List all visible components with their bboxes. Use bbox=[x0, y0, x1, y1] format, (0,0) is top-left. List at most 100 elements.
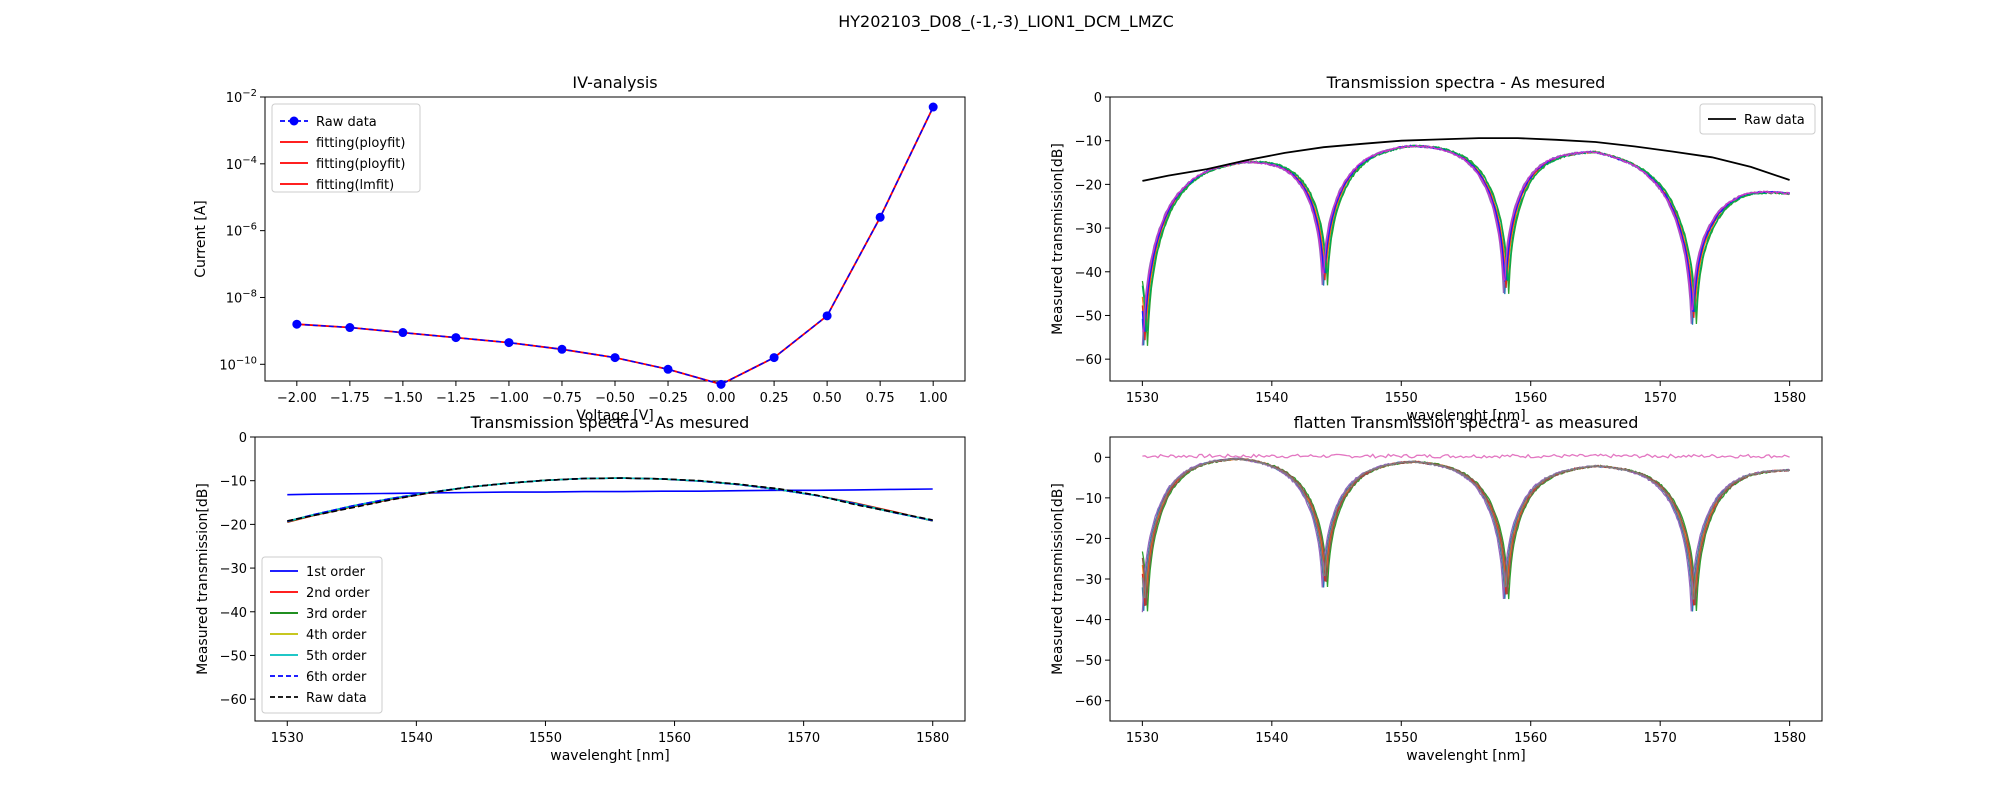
data-point bbox=[928, 102, 938, 112]
data-point bbox=[557, 344, 567, 354]
fit-line bbox=[287, 488, 933, 496]
data-point bbox=[504, 338, 514, 348]
legend-label: 6th order bbox=[306, 670, 367, 685]
x-tick-label: 1560 bbox=[1514, 391, 1547, 406]
y-tick-label: −40 bbox=[1075, 614, 1102, 629]
x-tick-label: 1530 bbox=[1126, 731, 1159, 746]
legend-label: fitting(ployfit) bbox=[316, 157, 405, 172]
spectrum-line bbox=[1141, 458, 1790, 606]
x-tick-label: −2.00 bbox=[277, 391, 317, 406]
y-tick-label: 10−4 bbox=[226, 155, 257, 173]
legend-label: Raw data bbox=[316, 115, 377, 130]
x-tick-label: 1580 bbox=[916, 731, 949, 746]
data-point bbox=[875, 212, 885, 222]
legend-frame bbox=[261, 556, 383, 714]
y-axis-label: Current [A] bbox=[193, 200, 209, 278]
x-tick-label: 1540 bbox=[1255, 731, 1288, 746]
x-tick-label: 1550 bbox=[1385, 731, 1418, 746]
x-tick-label: −1.75 bbox=[330, 391, 370, 406]
legend-label: 5th order bbox=[306, 649, 367, 664]
legend-label: 2nd order bbox=[306, 586, 370, 601]
y-tick-label: 10−10 bbox=[219, 355, 257, 373]
x-tick-label: −0.50 bbox=[595, 391, 635, 406]
legend: Raw data bbox=[1699, 103, 1816, 135]
y-tick-label: −40 bbox=[220, 606, 247, 621]
y-tick-label: −50 bbox=[1075, 309, 1102, 324]
chart-title: flatten Transmission spectra - as measur… bbox=[1294, 413, 1639, 432]
data-point bbox=[292, 319, 302, 329]
x-tick-label: 0.25 bbox=[760, 391, 789, 406]
spectrum-line bbox=[1141, 457, 1790, 600]
data-point bbox=[769, 353, 779, 363]
legend-label: Raw data bbox=[1744, 113, 1805, 128]
x-tick-label: 1570 bbox=[1644, 731, 1677, 746]
legend-frame bbox=[1699, 103, 1816, 135]
data-point bbox=[716, 379, 726, 389]
y-tick-label: −60 bbox=[1075, 353, 1102, 368]
y-tick-label: 10−6 bbox=[226, 222, 257, 240]
y-tick-label: −50 bbox=[220, 649, 247, 664]
y-tick-label: −20 bbox=[1075, 178, 1102, 193]
y-tick-label: −60 bbox=[1075, 695, 1102, 710]
x-tick-label: 1540 bbox=[1255, 391, 1288, 406]
x-tick-label: 0.00 bbox=[707, 391, 736, 406]
y-axis-label: Measured transmission[dB] bbox=[195, 483, 211, 675]
y-tick-label: 0 bbox=[239, 431, 247, 446]
chart-panel-1: IV-analysis −2.00 −1.75 −1.50 −1.25 −1.00 −0.7… bbox=[193, 73, 966, 424]
plot-frame bbox=[1109, 436, 1823, 722]
x-tick-label: 1550 bbox=[1385, 391, 1418, 406]
x-tick-label: 1550 bbox=[529, 731, 562, 746]
x-tick-label: 1580 bbox=[1773, 391, 1806, 406]
y-tick-label: 10−2 bbox=[226, 88, 257, 106]
data-point bbox=[451, 333, 461, 343]
x-tick-label: 1570 bbox=[787, 731, 820, 746]
data-point bbox=[822, 311, 832, 321]
chart-title: Transmission spectra - As mesured bbox=[470, 413, 750, 432]
x-tick-label: −1.50 bbox=[383, 391, 423, 406]
x-tick-label: 1540 bbox=[400, 731, 433, 746]
legend: 1st order 2nd order 3rd order 4th order 5th … bbox=[261, 556, 383, 714]
y-axis-label: Measured transmission[dB] bbox=[1050, 483, 1066, 675]
y-tick-label: −30 bbox=[1075, 222, 1102, 237]
x-tick-label: 1580 bbox=[1773, 731, 1806, 746]
y-tick-label: 0 bbox=[1094, 91, 1102, 106]
spectrum-line bbox=[1142, 144, 1791, 333]
legend-label: fitting(ployfit) bbox=[316, 136, 405, 151]
legend-label: fitting(lmfit) bbox=[316, 178, 394, 193]
x-tick-label: 1560 bbox=[1514, 731, 1547, 746]
y-tick-label: −10 bbox=[220, 475, 247, 490]
plot-frame bbox=[1109, 96, 1823, 382]
legend-frame bbox=[271, 103, 421, 193]
legend-label: 4th order bbox=[306, 628, 367, 643]
legend: Raw data fitting(ployfit) fitting(ployfit)… bbox=[271, 103, 421, 193]
data-point bbox=[663, 364, 673, 374]
x-tick-label: 0.75 bbox=[866, 391, 895, 406]
x-tick-label: 1.00 bbox=[919, 391, 948, 406]
figure-title: HY202103_D08_(-1,-3)_LION1_DCM_LMZC bbox=[838, 12, 1174, 32]
data-point bbox=[398, 328, 408, 338]
y-tick-label: −20 bbox=[220, 518, 247, 533]
x-tick-label: −1.00 bbox=[489, 391, 529, 406]
legend-marker bbox=[289, 116, 299, 126]
x-axis-label: wavelenght [nm] bbox=[550, 748, 669, 764]
flat-reference-line bbox=[1142, 453, 1790, 459]
x-tick-label: 1570 bbox=[1644, 391, 1677, 406]
x-tick-label: −0.25 bbox=[648, 391, 688, 406]
x-tick-label: 1560 bbox=[658, 731, 691, 746]
x-tick-label: −1.25 bbox=[436, 391, 476, 406]
y-tick-label: −30 bbox=[1075, 573, 1102, 588]
y-tick-label: −10 bbox=[1075, 492, 1102, 507]
raw-data-line bbox=[1142, 137, 1790, 182]
y-tick-label: −30 bbox=[220, 562, 247, 577]
data-point bbox=[610, 353, 620, 363]
x-axis-label: Voltage [V] bbox=[576, 408, 653, 424]
chart-panel-4: flatten Transmission spectra - as measur… bbox=[1050, 413, 1823, 764]
y-tick-label: −50 bbox=[1075, 654, 1102, 669]
x-tick-label: −0.75 bbox=[542, 391, 582, 406]
legend-label: 1st order bbox=[306, 565, 366, 580]
chart-title: Transmission spectra - As mesured bbox=[1326, 73, 1606, 92]
y-tick-label: −40 bbox=[1075, 266, 1102, 281]
y-axis-label: Measured transmission[dB] bbox=[1050, 143, 1066, 335]
y-tick-label: 10−8 bbox=[226, 288, 257, 306]
